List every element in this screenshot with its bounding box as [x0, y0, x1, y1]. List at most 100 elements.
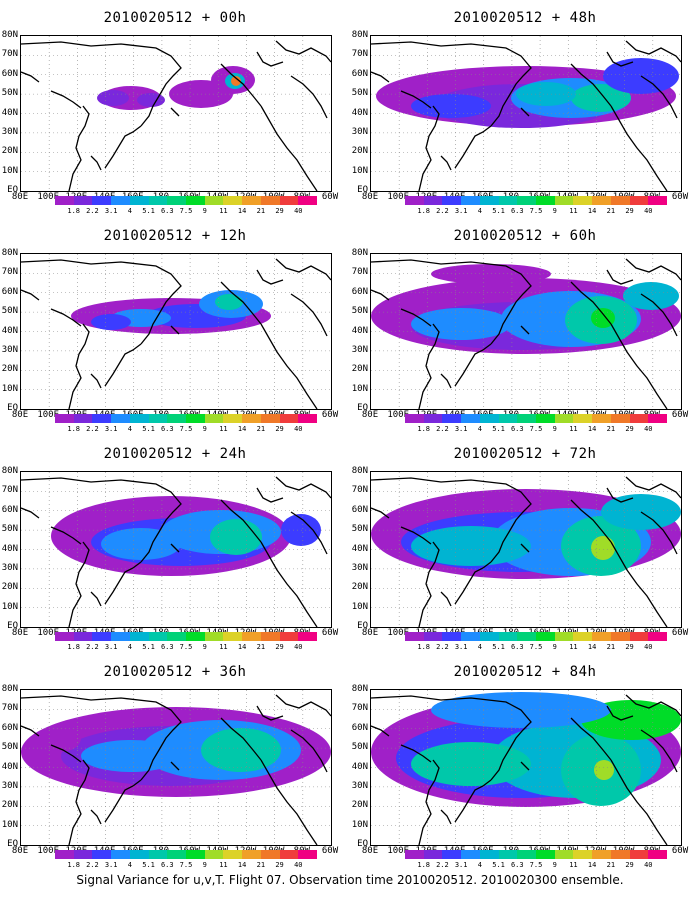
colorbar-tick-label: 1.8: [67, 861, 81, 869]
latitude-axis: 80N 70N 60N 50N 40N 30N 20N 10N EQ: [350, 684, 368, 849]
colorbar-tick-label: 1.8: [417, 207, 431, 215]
colorbar-swatch: [573, 196, 593, 205]
latitude-tick-label: 10N: [351, 601, 368, 612]
coastline: [50, 526, 82, 545]
colorbar-swatch: [260, 632, 280, 641]
longitude-tick-label: 100E: [387, 192, 410, 202]
longitude-tick-label: 100E: [387, 628, 410, 638]
longitude-tick-label: 100E: [37, 192, 60, 202]
latitude-tick-label: EQ: [7, 185, 18, 195]
colorbar-tick-label: 21: [606, 425, 616, 433]
colorbar-tick-label: 9: [202, 425, 207, 433]
coastline: [275, 694, 331, 717]
coastline: [610, 105, 668, 191]
colorbar-tick-label: 14: [237, 643, 247, 651]
latitude-tick-label: 20N: [351, 146, 368, 157]
colorbar-swatch: [405, 196, 424, 205]
colorbar-swatch: [573, 850, 593, 859]
colorbar-tick-label: 6.3: [160, 643, 174, 651]
colorbar-swatch: [223, 850, 243, 859]
latitude-tick-label: 50N: [1, 306, 18, 317]
coastline: [256, 51, 284, 67]
coastline: [90, 373, 102, 389]
colorbar-tick-label: 5.1: [142, 643, 155, 651]
colorbar: [55, 196, 318, 205]
longitude-tick-label: 80E: [361, 410, 379, 420]
coastline: [371, 695, 532, 781]
colorbar-tick-label: 6.3: [160, 207, 174, 215]
colorbar: [405, 196, 668, 205]
colorbar-tick-label: 21: [256, 861, 266, 869]
colorbar-tick-label: 5.1: [142, 425, 155, 433]
colorbar-tick-label: 29: [275, 425, 284, 433]
colorbar-tick-label: 11: [569, 425, 578, 433]
map-panel-48h: 2010020512 + 48h 80N 70N 60N 50N 40N 30N 20N 10…: [350, 0, 700, 225]
coastline: [21, 507, 40, 519]
coastline: [90, 155, 102, 171]
colorbar-tick-label: 11: [569, 861, 578, 869]
map-frame: [20, 35, 332, 192]
colorbar-tick-label: 14: [587, 861, 597, 869]
coastline: [418, 105, 440, 191]
map-panel-36h: 2010020512 + 36h 80N 70N 60N 50N 40N 30N 20N 10…: [0, 654, 350, 879]
coastline: [260, 323, 318, 409]
colorbar-tick-label: 29: [275, 861, 284, 869]
colorbar-tick-label: 6.3: [510, 207, 524, 215]
coastline: [290, 293, 328, 337]
colorbar-swatch: [629, 850, 649, 859]
colorbar-tick-label: 5.1: [492, 643, 505, 651]
panel-title: 2010020512 + 60h: [453, 228, 597, 244]
coastline: [371, 725, 390, 737]
colorbar-swatch: [242, 632, 261, 641]
coastline: [570, 63, 612, 107]
latitude-tick-label: 40N: [351, 761, 368, 772]
latitude-axis: 80N 70N 60N 50N 40N 30N 20N 10N EQ: [0, 466, 18, 631]
coastline: [625, 694, 681, 717]
colorbar-tick-label: 40: [644, 861, 653, 869]
map-svg: [371, 36, 681, 191]
latitude-tick-label: 40N: [1, 761, 18, 772]
longitude-tick-label: 100E: [37, 410, 60, 420]
colorbar-swatch: [573, 414, 593, 423]
coastline: [220, 499, 262, 543]
colorbar-swatch: [298, 632, 318, 641]
colorbar-tick-label: 14: [587, 643, 597, 651]
colorbar-swatch: [186, 414, 205, 423]
panel-title: 2010020512 + 72h: [453, 446, 597, 462]
coastline: [371, 71, 390, 83]
colorbar-tick-label: 9: [202, 861, 207, 869]
colorbar-labels: 1.8 2.2 3.1 4 5.1 6.3 7.5 9 11 14 21 29 40: [55, 425, 317, 435]
latitude-tick-label: 30N: [351, 126, 368, 137]
panel-title: 2010020512 + 48h: [453, 10, 597, 26]
colorbar-tick-label: 2.2: [436, 643, 449, 651]
colorbar-labels: 1.8 2.2 3.1 4 5.1 6.3 7.5 9 11 14 21 29 40: [405, 425, 667, 435]
latitude-tick-label: EQ: [357, 185, 368, 195]
colorbar-swatch: [73, 632, 93, 641]
latitude-tick-label: 30N: [351, 562, 368, 573]
latitude-axis: 80N 70N 60N 50N 40N 30N 20N 10N EQ: [0, 684, 18, 849]
colorbar-swatch: [92, 632, 112, 641]
colorbar-tick-label: 29: [275, 643, 284, 651]
colorbar-swatch: [148, 850, 168, 859]
coastline: [520, 543, 530, 553]
coastline: [440, 155, 452, 171]
latitude-tick-label: 70N: [1, 703, 18, 714]
colorbar-swatch: [242, 414, 261, 423]
colorbar-swatch: [554, 850, 574, 859]
coastline: [454, 343, 492, 387]
latitude-tick-label: 30N: [1, 780, 18, 791]
colorbar-swatch: [461, 196, 480, 205]
coastline: [371, 41, 532, 127]
colorbar: [55, 414, 318, 423]
colorbar-tick-label: 2.2: [436, 207, 449, 215]
colorbar-swatch: [405, 850, 424, 859]
colorbar-tick-label: 1.8: [67, 207, 81, 215]
colorbar-tick-label: 4: [127, 861, 132, 869]
coastline: [256, 269, 284, 285]
coastline: [400, 744, 432, 763]
coastline: [640, 293, 678, 337]
variance-contour: [97, 90, 129, 106]
latitude-tick-label: 30N: [1, 344, 18, 355]
map-frame: [20, 253, 332, 410]
coastline: [400, 90, 432, 109]
